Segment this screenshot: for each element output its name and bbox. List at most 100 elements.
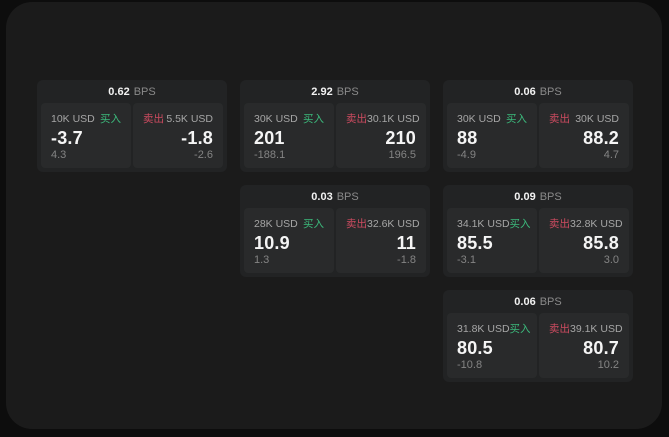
buy-size: 10K USD: [51, 112, 95, 125]
sell-quote-panel[interactable]: 卖出 32.8K USD 85.8 3.0: [539, 208, 629, 273]
spread-unit-label: BPS: [336, 85, 359, 98]
sell-size: 30K USD: [575, 112, 619, 125]
buy-delta: -4.9: [457, 149, 476, 161]
sell-price: 80.7: [583, 337, 619, 358]
spread-value: 0.06: [514, 85, 536, 98]
quote-cards-grid: 0.62 BPS 10K USD 买入 -3.7 4.3 卖出 5.5K USD…: [37, 80, 633, 382]
buy-delta: -3.1: [457, 254, 476, 266]
buy-side-button[interactable]: 买入: [303, 113, 324, 125]
buy-side-button[interactable]: 买入: [303, 218, 324, 230]
quote-card: 0.06 BPS 31.8K USD 买入 80.5 -10.8 卖出 39.1…: [443, 290, 633, 382]
sell-quote-panel[interactable]: 卖出 30.1K USD 210 196.5: [336, 103, 426, 168]
sell-side-button[interactable]: 卖出: [549, 113, 570, 125]
buy-delta: -10.8: [457, 359, 483, 371]
buy-price: 85.5: [457, 232, 493, 253]
spread-value: 0.62: [108, 85, 130, 98]
buy-price: 80.5: [457, 337, 493, 358]
buy-delta: 4.3: [51, 149, 67, 161]
buy-side-button[interactable]: 买入: [509, 323, 531, 335]
quote-panels: 34.1K USD 买入 85.5 -3.1 卖出 32.8K USD 85.8…: [443, 208, 633, 277]
buy-panel-header: 28K USD 买入: [254, 216, 324, 231]
spread-value: 0.03: [311, 190, 333, 203]
sell-size: 30.1K USD: [367, 112, 420, 125]
quote-panels: 31.8K USD 买入 80.5 -10.8 卖出 39.1K USD 80.…: [443, 313, 633, 382]
sell-panel-header: 卖出 5.5K USD: [143, 111, 213, 126]
spread-value: 2.92: [311, 85, 333, 98]
spread-header: 0.06 BPS: [443, 290, 633, 313]
sell-size: 5.5K USD: [166, 112, 213, 125]
buy-delta: -188.1: [254, 149, 286, 161]
sell-size: 39.1K USD: [570, 322, 623, 335]
sell-side-button[interactable]: 卖出: [346, 113, 367, 125]
sell-panel-header: 卖出 39.1K USD: [549, 321, 623, 336]
sell-size: 32.6K USD: [367, 217, 420, 230]
quote-panels: 10K USD 买入 -3.7 4.3 卖出 5.5K USD -1.8 -2.…: [37, 103, 227, 172]
quote-panels: 30K USD 买入 201 -188.1 卖出 30.1K USD 210 1…: [240, 103, 430, 172]
buy-price: -3.7: [51, 127, 83, 148]
spread-header: 2.92 BPS: [240, 80, 430, 103]
sell-side-button[interactable]: 卖出: [143, 113, 164, 125]
sell-price: -1.8: [181, 127, 213, 148]
buy-panel-header: 30K USD 买入: [457, 111, 527, 126]
buy-size: 28K USD: [254, 217, 298, 230]
sell-panel-header: 卖出 30K USD: [549, 111, 619, 126]
sell-price: 88.2: [583, 127, 619, 148]
buy-price: 88: [457, 127, 478, 148]
buy-quote-panel[interactable]: 10K USD 买入 -3.7 4.3: [41, 103, 131, 168]
spread-value: 0.09: [514, 190, 536, 203]
sell-price: 11: [396, 232, 416, 253]
sell-delta: 3.0: [603, 254, 619, 266]
sell-side-button[interactable]: 卖出: [346, 218, 367, 230]
quote-panels: 30K USD 买入 88 -4.9 卖出 30K USD 88.2 4.7: [443, 103, 633, 172]
sell-side-button[interactable]: 卖出: [549, 323, 570, 335]
quote-card: 0.62 BPS 10K USD 买入 -3.7 4.3 卖出 5.5K USD…: [37, 80, 227, 172]
sell-delta: -1.8: [397, 254, 416, 266]
buy-price: 201: [254, 127, 285, 148]
sell-panel-header: 卖出 32.6K USD: [346, 216, 420, 231]
spread-unit-label: BPS: [539, 85, 562, 98]
sell-price: 85.8: [583, 232, 619, 253]
quote-card: 0.06 BPS 30K USD 买入 88 -4.9 卖出 30K USD 8…: [443, 80, 633, 172]
buy-delta: 1.3: [254, 254, 270, 266]
sell-quote-panel[interactable]: 卖出 30K USD 88.2 4.7: [539, 103, 629, 168]
buy-size: 31.8K USD: [457, 322, 510, 335]
sell-delta: 4.7: [603, 149, 619, 161]
spread-header: 0.62 BPS: [37, 80, 227, 103]
buy-quote-panel[interactable]: 31.8K USD 买入 80.5 -10.8: [447, 313, 537, 378]
sell-quote-panel[interactable]: 卖出 39.1K USD 80.7 10.2: [539, 313, 629, 378]
buy-side-button[interactable]: 买入: [509, 218, 531, 230]
buy-side-button[interactable]: 买入: [506, 113, 527, 125]
spread-unit-label: BPS: [336, 190, 359, 203]
sell-quote-panel[interactable]: 卖出 32.6K USD 11 -1.8: [336, 208, 426, 273]
sell-delta: -2.6: [194, 149, 213, 161]
sell-delta: 10.2: [597, 359, 619, 371]
quote-card: 0.09 BPS 34.1K USD 买入 85.5 -3.1 卖出 32.8K…: [443, 185, 633, 277]
quote-card: 0.03 BPS 28K USD 买入 10.9 1.3 卖出 32.6K US…: [240, 185, 430, 277]
buy-price: 10.9: [254, 232, 290, 253]
spread-unit-label: BPS: [539, 190, 562, 203]
quote-panels: 28K USD 买入 10.9 1.3 卖出 32.6K USD 11 -1.8: [240, 208, 430, 277]
sell-panel-header: 卖出 30.1K USD: [346, 111, 420, 126]
buy-quote-panel[interactable]: 30K USD 买入 201 -188.1: [244, 103, 334, 168]
buy-panel-header: 30K USD 买入: [254, 111, 324, 126]
buy-panel-header: 31.8K USD 买入: [457, 321, 531, 336]
buy-quote-panel[interactable]: 28K USD 买入 10.9 1.3: [244, 208, 334, 273]
spread-header: 0.03 BPS: [240, 185, 430, 208]
spread-header: 0.09 BPS: [443, 185, 633, 208]
sell-panel-header: 卖出 32.8K USD: [549, 216, 623, 231]
quote-card: 2.92 BPS 30K USD 买入 201 -188.1 卖出 30.1K …: [240, 80, 430, 172]
buy-size: 30K USD: [457, 112, 501, 125]
sell-quote-panel[interactable]: 卖出 5.5K USD -1.8 -2.6: [133, 103, 223, 168]
spread-unit-label: BPS: [539, 295, 562, 308]
buy-quote-panel[interactable]: 34.1K USD 买入 85.5 -3.1: [447, 208, 537, 273]
buy-panel-header: 34.1K USD 买入: [457, 216, 531, 231]
spread-unit-label: BPS: [133, 85, 156, 98]
sell-price: 210: [385, 127, 416, 148]
buy-size: 30K USD: [254, 112, 298, 125]
spread-header: 0.06 BPS: [443, 80, 633, 103]
app-window: 0.62 BPS 10K USD 买入 -3.7 4.3 卖出 5.5K USD…: [6, 2, 662, 429]
buy-quote-panel[interactable]: 30K USD 买入 88 -4.9: [447, 103, 537, 168]
sell-side-button[interactable]: 卖出: [549, 218, 570, 230]
sell-delta: 196.5: [388, 149, 416, 161]
buy-side-button[interactable]: 买入: [100, 113, 121, 125]
